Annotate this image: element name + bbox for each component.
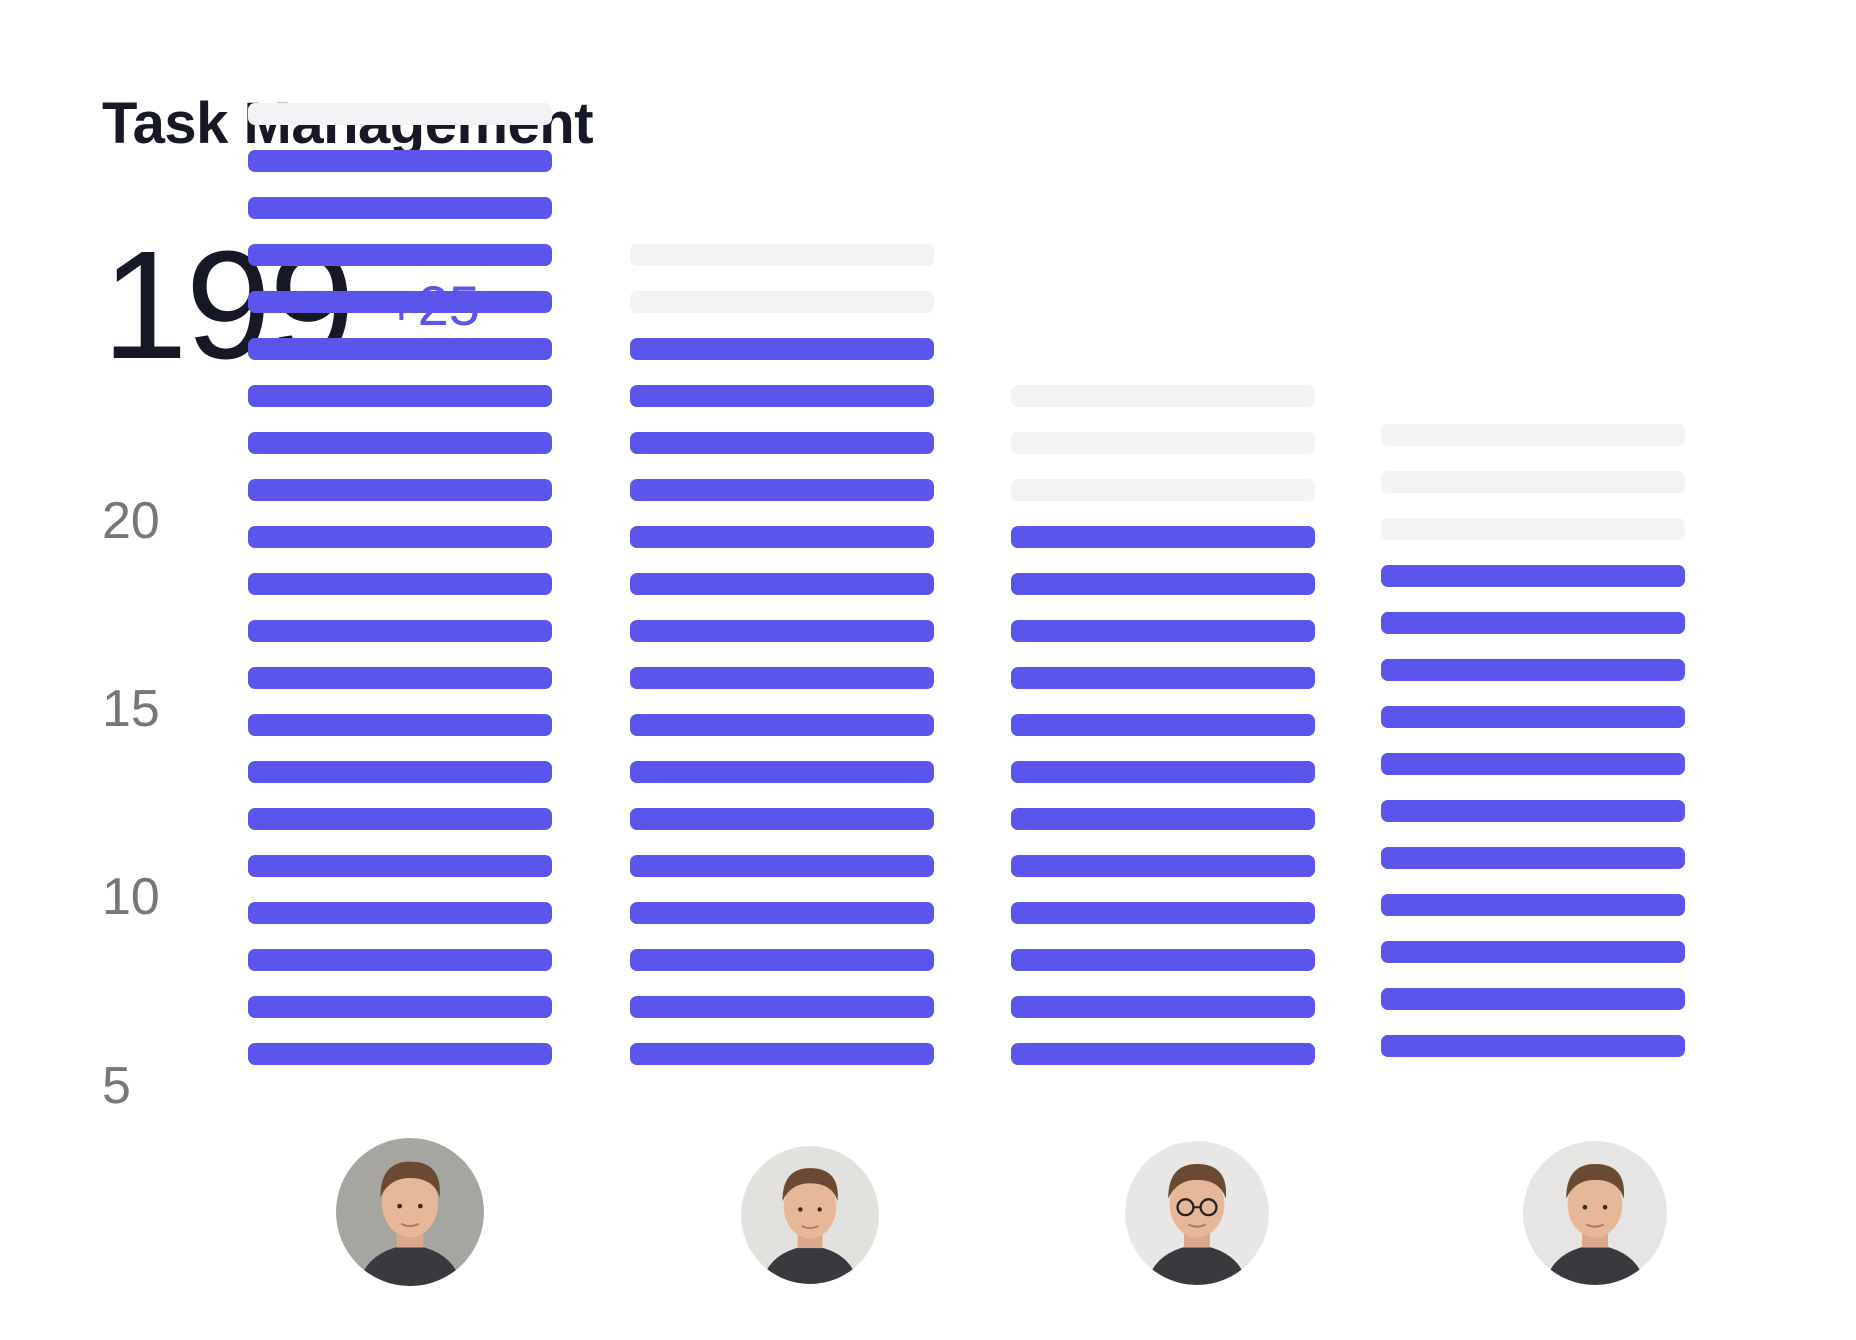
completed-segment bbox=[630, 949, 934, 971]
person-avatar-2-icon bbox=[741, 1146, 879, 1284]
completed-segment bbox=[248, 667, 552, 689]
person-avatar-3-icon bbox=[1125, 1141, 1269, 1285]
completed-segment bbox=[1381, 894, 1685, 916]
completed-segment bbox=[1011, 526, 1315, 548]
completed-segment bbox=[630, 526, 934, 548]
completed-segment bbox=[1381, 988, 1685, 1010]
completed-segment bbox=[248, 996, 552, 1018]
completed-segment bbox=[248, 573, 552, 595]
completed-segment bbox=[630, 479, 934, 501]
completed-segment bbox=[1011, 667, 1315, 689]
completed-segment bbox=[248, 291, 552, 313]
completed-segment bbox=[1011, 949, 1315, 971]
completed-segment bbox=[248, 714, 552, 736]
completed-segment bbox=[630, 620, 934, 642]
remaining-segment bbox=[1381, 518, 1685, 540]
completed-segment bbox=[1381, 800, 1685, 822]
completed-segment bbox=[630, 385, 934, 407]
completed-segment bbox=[1011, 1043, 1315, 1065]
completed-segment bbox=[630, 573, 934, 595]
remaining-segment bbox=[630, 244, 934, 266]
remaining-segment bbox=[1381, 471, 1685, 493]
completed-segment bbox=[630, 996, 934, 1018]
person-avatar-1-icon bbox=[336, 1138, 484, 1286]
completed-segment bbox=[248, 1043, 552, 1065]
completed-segment bbox=[248, 761, 552, 783]
completed-segment bbox=[630, 855, 934, 877]
completed-segment bbox=[248, 620, 552, 642]
remaining-segment bbox=[248, 103, 552, 125]
completed-segment bbox=[248, 479, 552, 501]
completed-segment bbox=[630, 714, 934, 736]
y-tick-label: 10 bbox=[102, 868, 160, 926]
completed-segment bbox=[248, 526, 552, 548]
completed-segment bbox=[248, 949, 552, 971]
completed-segment bbox=[248, 855, 552, 877]
bar-2 bbox=[630, 244, 934, 1065]
completed-segment bbox=[1011, 996, 1315, 1018]
remaining-segment bbox=[1011, 385, 1315, 407]
completed-segment bbox=[630, 761, 934, 783]
completed-segment bbox=[1381, 706, 1685, 728]
completed-segment bbox=[248, 902, 552, 924]
completed-segment bbox=[248, 808, 552, 830]
remaining-segment bbox=[1011, 432, 1315, 454]
completed-segment bbox=[1381, 941, 1685, 963]
completed-segment bbox=[248, 150, 552, 172]
completed-segment bbox=[248, 197, 552, 219]
remaining-segment bbox=[1381, 424, 1685, 446]
person-avatar-4-icon bbox=[1523, 1141, 1667, 1285]
y-tick-label: 5 bbox=[102, 1057, 131, 1115]
completed-segment bbox=[1011, 902, 1315, 924]
y-tick-label: 20 bbox=[102, 492, 160, 550]
completed-segment bbox=[630, 902, 934, 924]
bar-3 bbox=[1011, 385, 1315, 1065]
completed-segment bbox=[630, 338, 934, 360]
completed-segment bbox=[1011, 808, 1315, 830]
completed-segment bbox=[1011, 620, 1315, 642]
remaining-segment bbox=[1011, 479, 1315, 501]
completed-segment bbox=[1011, 573, 1315, 595]
completed-segment bbox=[1381, 753, 1685, 775]
completed-segment bbox=[248, 338, 552, 360]
completed-segment bbox=[1381, 1035, 1685, 1057]
bar-4 bbox=[1381, 424, 1685, 1057]
completed-segment bbox=[1381, 565, 1685, 587]
completed-segment bbox=[1381, 659, 1685, 681]
completed-segment bbox=[1381, 847, 1685, 869]
completed-segment bbox=[630, 432, 934, 454]
bar-1 bbox=[248, 103, 552, 1065]
completed-segment bbox=[630, 667, 934, 689]
completed-segment bbox=[248, 244, 552, 266]
remaining-segment bbox=[630, 291, 934, 313]
completed-segment bbox=[248, 385, 552, 407]
completed-segment bbox=[248, 432, 552, 454]
completed-segment bbox=[1011, 714, 1315, 736]
completed-segment bbox=[1381, 612, 1685, 634]
completed-segment bbox=[630, 1043, 934, 1065]
y-tick-label: 15 bbox=[102, 680, 160, 738]
completed-segment bbox=[630, 808, 934, 830]
completed-segment bbox=[1011, 855, 1315, 877]
completed-segment bbox=[1011, 761, 1315, 783]
